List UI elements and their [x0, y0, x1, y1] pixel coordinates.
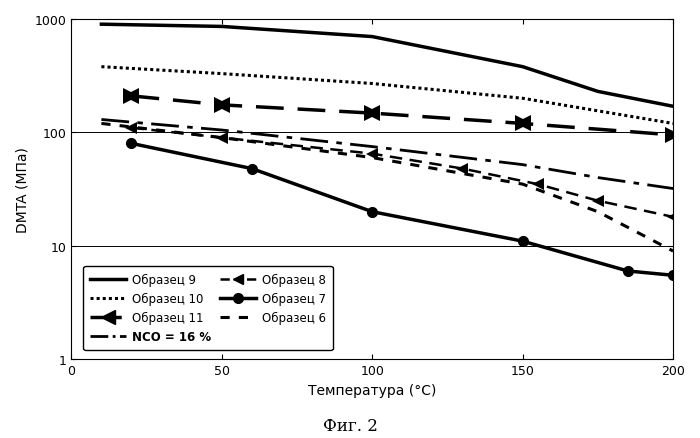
X-axis label: Температура (°C): Температура (°C) [308, 383, 436, 397]
Legend: Образец 9, Образец 10, Образец 11, NCO = 16 %, Образец 8, Образец 7, Образец 6: Образец 9, Образец 10, Образец 11, NCO =… [83, 266, 332, 350]
Text: Фиг. 2: Фиг. 2 [323, 417, 377, 434]
Y-axis label: DMTA (МПа): DMTA (МПа) [15, 147, 29, 233]
